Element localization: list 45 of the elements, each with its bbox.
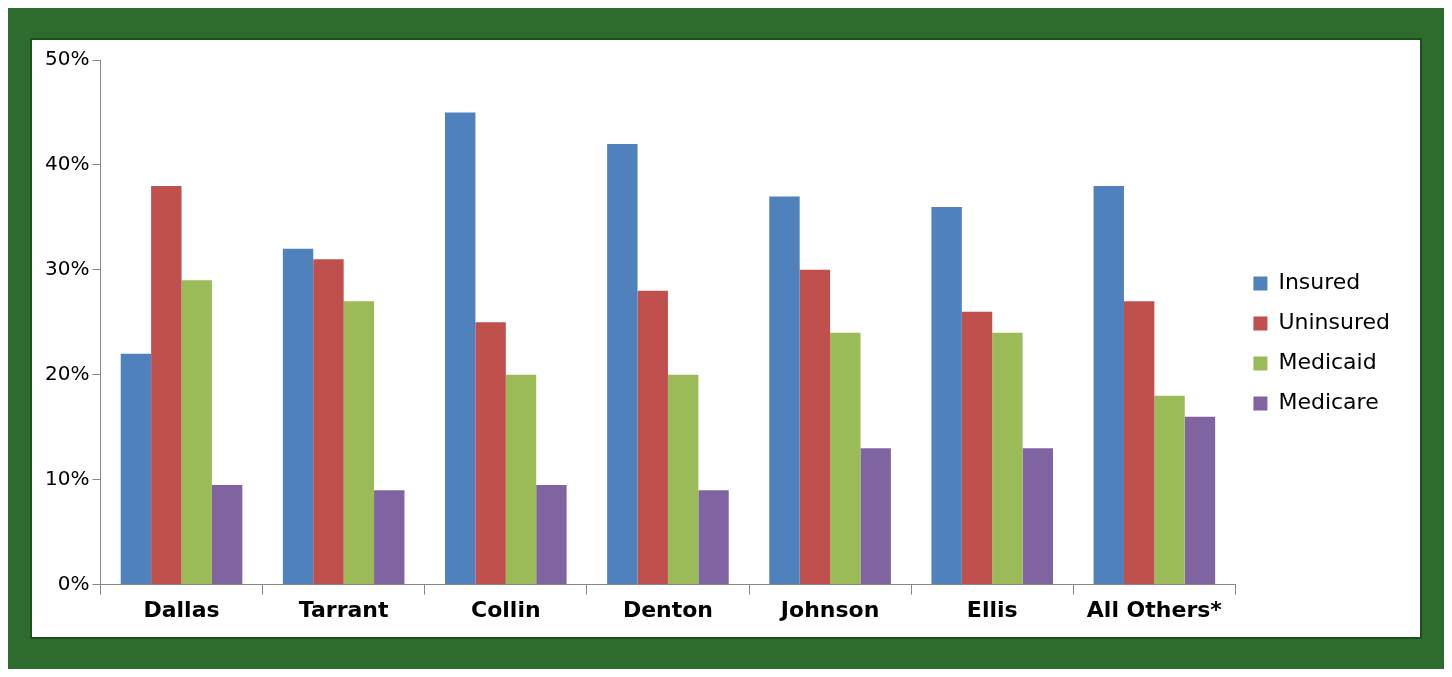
- bar: [181, 280, 212, 585]
- y-tick-label: 20%: [45, 360, 90, 385]
- bar: [313, 259, 344, 585]
- bar: [799, 269, 831, 585]
- bar: [374, 490, 405, 585]
- bar: [992, 332, 1023, 585]
- x-tick-label: Dallas: [143, 596, 220, 622]
- legend-label: Uninsured: [1278, 309, 1391, 335]
- bar: [961, 311, 993, 585]
- bar: [1184, 416, 1216, 585]
- x-tick-label: All Others*: [1086, 596, 1223, 622]
- bar: [505, 374, 537, 585]
- bar: [343, 301, 375, 585]
- bar: [830, 332, 861, 585]
- bar: [1022, 448, 1054, 585]
- bar: [698, 490, 729, 585]
- y-tick-label: 40%: [45, 151, 90, 176]
- bar: [211, 484, 243, 585]
- bar: [475, 322, 506, 585]
- bar: [445, 112, 476, 585]
- bar: [931, 206, 962, 585]
- bar: [1154, 395, 1185, 585]
- bar: [637, 290, 668, 585]
- y-tick-label: 10%: [45, 465, 90, 490]
- bar: [667, 374, 699, 585]
- x-tick-label: Ellis: [966, 596, 1018, 622]
- x-tick-label: Tarrant: [298, 596, 390, 622]
- y-tick-label: 50%: [45, 46, 90, 71]
- legend-label: Medicare: [1278, 389, 1379, 415]
- x-tick-label: Collin: [471, 596, 541, 622]
- x-tick-label: Johnson: [778, 596, 880, 622]
- bar: [1093, 185, 1124, 585]
- bar: [282, 248, 314, 585]
- bar: [151, 185, 182, 585]
- bar: [860, 448, 891, 585]
- y-tick-label: 30%: [45, 256, 90, 281]
- x-tick-label: Denton: [622, 596, 714, 622]
- bar: [607, 143, 638, 585]
- bar: [1123, 301, 1155, 585]
- bar: [120, 353, 152, 585]
- bar: [769, 196, 800, 585]
- legend-label: Insured: [1278, 269, 1361, 295]
- legend-label: Medicaid: [1278, 349, 1377, 375]
- y-tick-label: 0%: [57, 570, 90, 595]
- bar: [536, 484, 567, 585]
